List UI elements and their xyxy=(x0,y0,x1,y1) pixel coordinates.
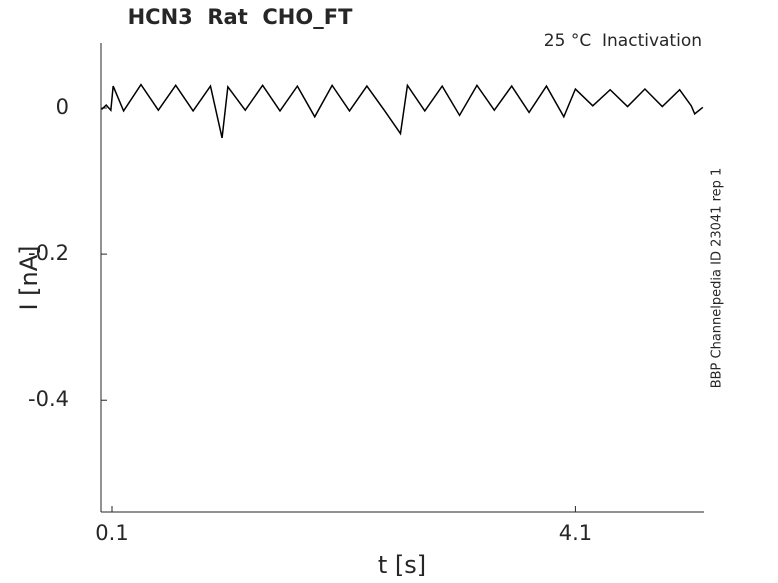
x-axis-label: t [s] xyxy=(378,551,426,579)
trace xyxy=(101,83,704,139)
x-tick-label: 0.1 xyxy=(95,521,128,545)
y-tick-label: 0 xyxy=(56,95,69,119)
y-axis-label: I [nA] xyxy=(15,245,43,310)
side-label: BBP Channelpedia ID 23041 rep 1 xyxy=(710,168,725,389)
chart-title: HCN3 Rat CHO_FT xyxy=(128,5,353,29)
y-tick-label: -0.2 xyxy=(28,241,69,265)
annotation: 25 °C Inactivation xyxy=(544,31,702,51)
y-tick-label: -0.4 xyxy=(28,387,69,411)
x-tick-label: 4.1 xyxy=(559,521,592,545)
